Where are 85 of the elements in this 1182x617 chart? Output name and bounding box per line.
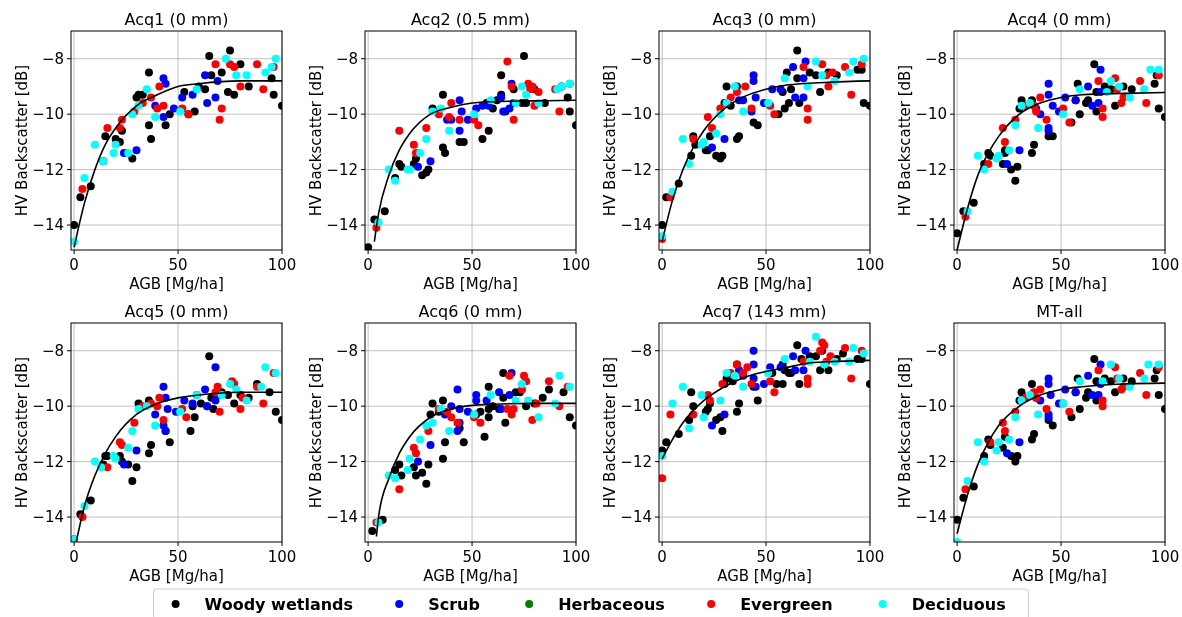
y-tick-label: −10 (32, 105, 64, 124)
y-tick-label: −8 (335, 49, 358, 68)
y-axis-title: HV Backscatter [dB] (601, 356, 619, 509)
y-tick-label: −10 (620, 105, 652, 124)
y-tick-label: −12 (620, 160, 652, 179)
y-tick-label: −12 (915, 160, 947, 179)
x-tick-label: 100 (1150, 256, 1180, 274)
y-axis-title: HV Backscatter [dB] (601, 64, 619, 217)
x-tick-label: 0 (657, 256, 667, 274)
y-tick-label: −10 (32, 397, 64, 416)
x-tick-label: 0 (952, 256, 962, 274)
x-tick-label: 100 (1150, 548, 1180, 566)
y-tick-label: −12 (326, 160, 358, 179)
y-tick-label: −8 (335, 341, 358, 360)
x-tick-label: 0 (657, 548, 667, 566)
x-tick-label: 100 (561, 256, 591, 274)
x-tick-label: 50 (1051, 548, 1071, 566)
y-tick-label: −14 (32, 216, 64, 235)
x-tick-label: 100 (855, 256, 885, 274)
y-axis-title: HV Backscatter [dB] (307, 64, 325, 217)
y-tick-label: −10 (915, 105, 947, 124)
x-tick-label: 50 (1051, 256, 1071, 274)
y-tick-label: −14 (620, 508, 652, 527)
y-tick-label: −14 (915, 216, 947, 235)
chart-title: Acq5 (0 mm) (124, 302, 229, 321)
chart-title: Acq7 (143 mm) (702, 302, 827, 321)
y-tick-label: −12 (915, 452, 947, 471)
x-tick-label: 0 (952, 548, 962, 566)
y-tick-label: −12 (620, 452, 652, 471)
y-tick-label: −12 (326, 452, 358, 471)
x-axis-title: AGB [Mg/ha] (717, 275, 812, 293)
x-tick-label: 50 (168, 548, 188, 566)
x-tick-label: 50 (462, 548, 482, 566)
x-axis-title: AGB [Mg/ha] (423, 567, 518, 585)
x-tick-label: 50 (168, 256, 188, 274)
chart-title: Acq2 (0.5 mm) (410, 10, 531, 29)
y-tick-label: −8 (629, 341, 652, 360)
y-tick-label: −8 (924, 49, 947, 68)
x-tick-label: 0 (363, 548, 373, 566)
y-tick-label: −8 (924, 341, 947, 360)
y-axis-title: HV Backscatter [dB] (13, 356, 31, 509)
y-tick-label: −10 (620, 397, 652, 416)
legend-label: Scrub (428, 595, 480, 614)
y-tick-label: −8 (629, 49, 652, 68)
x-axis-title: AGB [Mg/ha] (129, 567, 224, 585)
legend-label: Woody wetlands (204, 595, 354, 614)
chart-title: Acq4 (0 mm) (1007, 10, 1112, 29)
chart-title: Acq6 (0 mm) (418, 302, 523, 321)
x-tick-label: 50 (756, 548, 776, 566)
y-axis-title: HV Backscatter [dB] (896, 356, 914, 509)
y-tick-label: −10 (326, 397, 358, 416)
y-tick-label: −8 (41, 49, 64, 68)
x-axis-title: AGB [Mg/ha] (423, 275, 518, 293)
x-axis-title: AGB [Mg/ha] (1012, 275, 1107, 293)
legend-label: Deciduous (911, 595, 1006, 614)
y-axis-title: HV Backscatter [dB] (896, 64, 914, 217)
y-tick-label: −8 (41, 341, 64, 360)
y-tick-label: −12 (32, 160, 64, 179)
x-axis-title: AGB [Mg/ha] (717, 567, 812, 585)
chart-title: Acq1 (0 mm) (124, 10, 229, 29)
y-tick-label: −14 (326, 216, 358, 235)
y-tick-label: −14 (326, 508, 358, 527)
x-tick-label: 0 (69, 548, 79, 566)
x-tick-label: 100 (855, 548, 885, 566)
x-tick-label: 50 (756, 256, 776, 274)
y-axis-title: HV Backscatter [dB] (13, 64, 31, 217)
x-tick-label: 0 (69, 256, 79, 274)
x-axis-title: AGB [Mg/ha] (1012, 567, 1107, 585)
x-tick-label: 0 (363, 256, 373, 274)
x-axis-title: AGB [Mg/ha] (129, 275, 224, 293)
y-axis-title: HV Backscatter [dB] (307, 356, 325, 509)
y-tick-label: −14 (620, 216, 652, 235)
y-tick-label: −14 (32, 508, 64, 527)
legend-label: Herbaceous (558, 595, 665, 614)
chart-title: Acq3 (0 mm) (712, 10, 817, 29)
y-tick-label: −10 (326, 105, 358, 124)
y-tick-label: −14 (915, 508, 947, 527)
x-tick-label: 50 (462, 256, 482, 274)
chart-title: MT-all (1036, 302, 1083, 321)
y-tick-label: −12 (32, 452, 64, 471)
x-tick-label: 100 (267, 548, 297, 566)
x-tick-label: 100 (267, 256, 297, 274)
y-tick-label: −10 (915, 397, 947, 416)
legend-label: Evergreen (740, 595, 833, 614)
x-tick-label: 100 (561, 548, 591, 566)
